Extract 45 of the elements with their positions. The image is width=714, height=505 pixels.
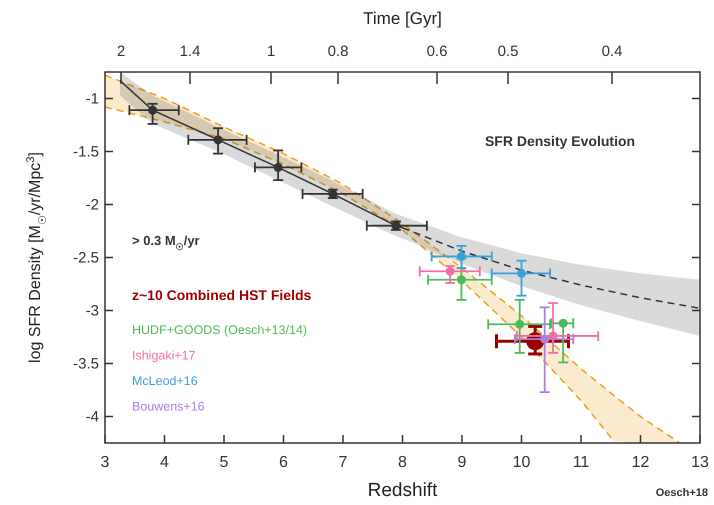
text: HUDF+GOODS (Oesch+13/14) [132, 323, 308, 337]
x-tick-label: 12 [632, 454, 650, 471]
point [540, 334, 550, 344]
x-tick-label: 9 [458, 454, 467, 471]
text: 0.4 [602, 43, 622, 60]
x2-axis-title: Time [Gyr] [363, 9, 442, 28]
y-tick-label: -1.5 [73, 144, 99, 160]
text: z~10 Combined HST Fields [132, 287, 312, 303]
x-tick-label: 11 [572, 454, 590, 471]
text: McLeod+16 [132, 374, 198, 388]
text: 1.4 [180, 43, 200, 60]
y-tick-label: -2.5 [73, 250, 99, 266]
point [274, 162, 283, 172]
x-tick-label: 13 [691, 454, 709, 471]
x-tick-label: 8 [398, 454, 408, 471]
point [456, 252, 466, 261]
text: 0.6 [426, 43, 448, 60]
point [515, 320, 524, 329]
point [456, 275, 466, 284]
x-axis-title: Redshift [368, 480, 438, 501]
y-tick-label: -3.5 [73, 356, 99, 372]
point [517, 268, 526, 278]
x-tick-label: 6 [279, 454, 288, 471]
y-tick-label: -2 [86, 196, 99, 214]
text: Ishigaki+17 [132, 348, 196, 362]
text: 0.5 [498, 43, 518, 60]
text: Bouwens+16 [132, 400, 205, 414]
annotation: SFR Density Evolution [484, 133, 636, 149]
x-tick-label: 5 [220, 454, 229, 471]
text: 2 [116, 43, 126, 60]
point [214, 135, 223, 144]
x-tick-label: 7 [338, 454, 348, 471]
point [148, 106, 158, 115]
annotation: > 0.3 M$_{☉}$/yr [132, 233, 200, 252]
x-tick-label: 4 [160, 454, 170, 471]
y-tick-label: -4 [86, 408, 99, 426]
text: 1 [266, 43, 276, 60]
x-tick-label: 3 [100, 454, 110, 471]
point [446, 266, 455, 276]
text: 0.8 [328, 43, 348, 60]
point [558, 318, 568, 328]
y-tick-label: -3 [86, 302, 99, 320]
y-tick-label: -1 [86, 90, 99, 108]
x-tick-label: 10 [512, 454, 530, 471]
text: Oesch+18 [656, 487, 708, 499]
